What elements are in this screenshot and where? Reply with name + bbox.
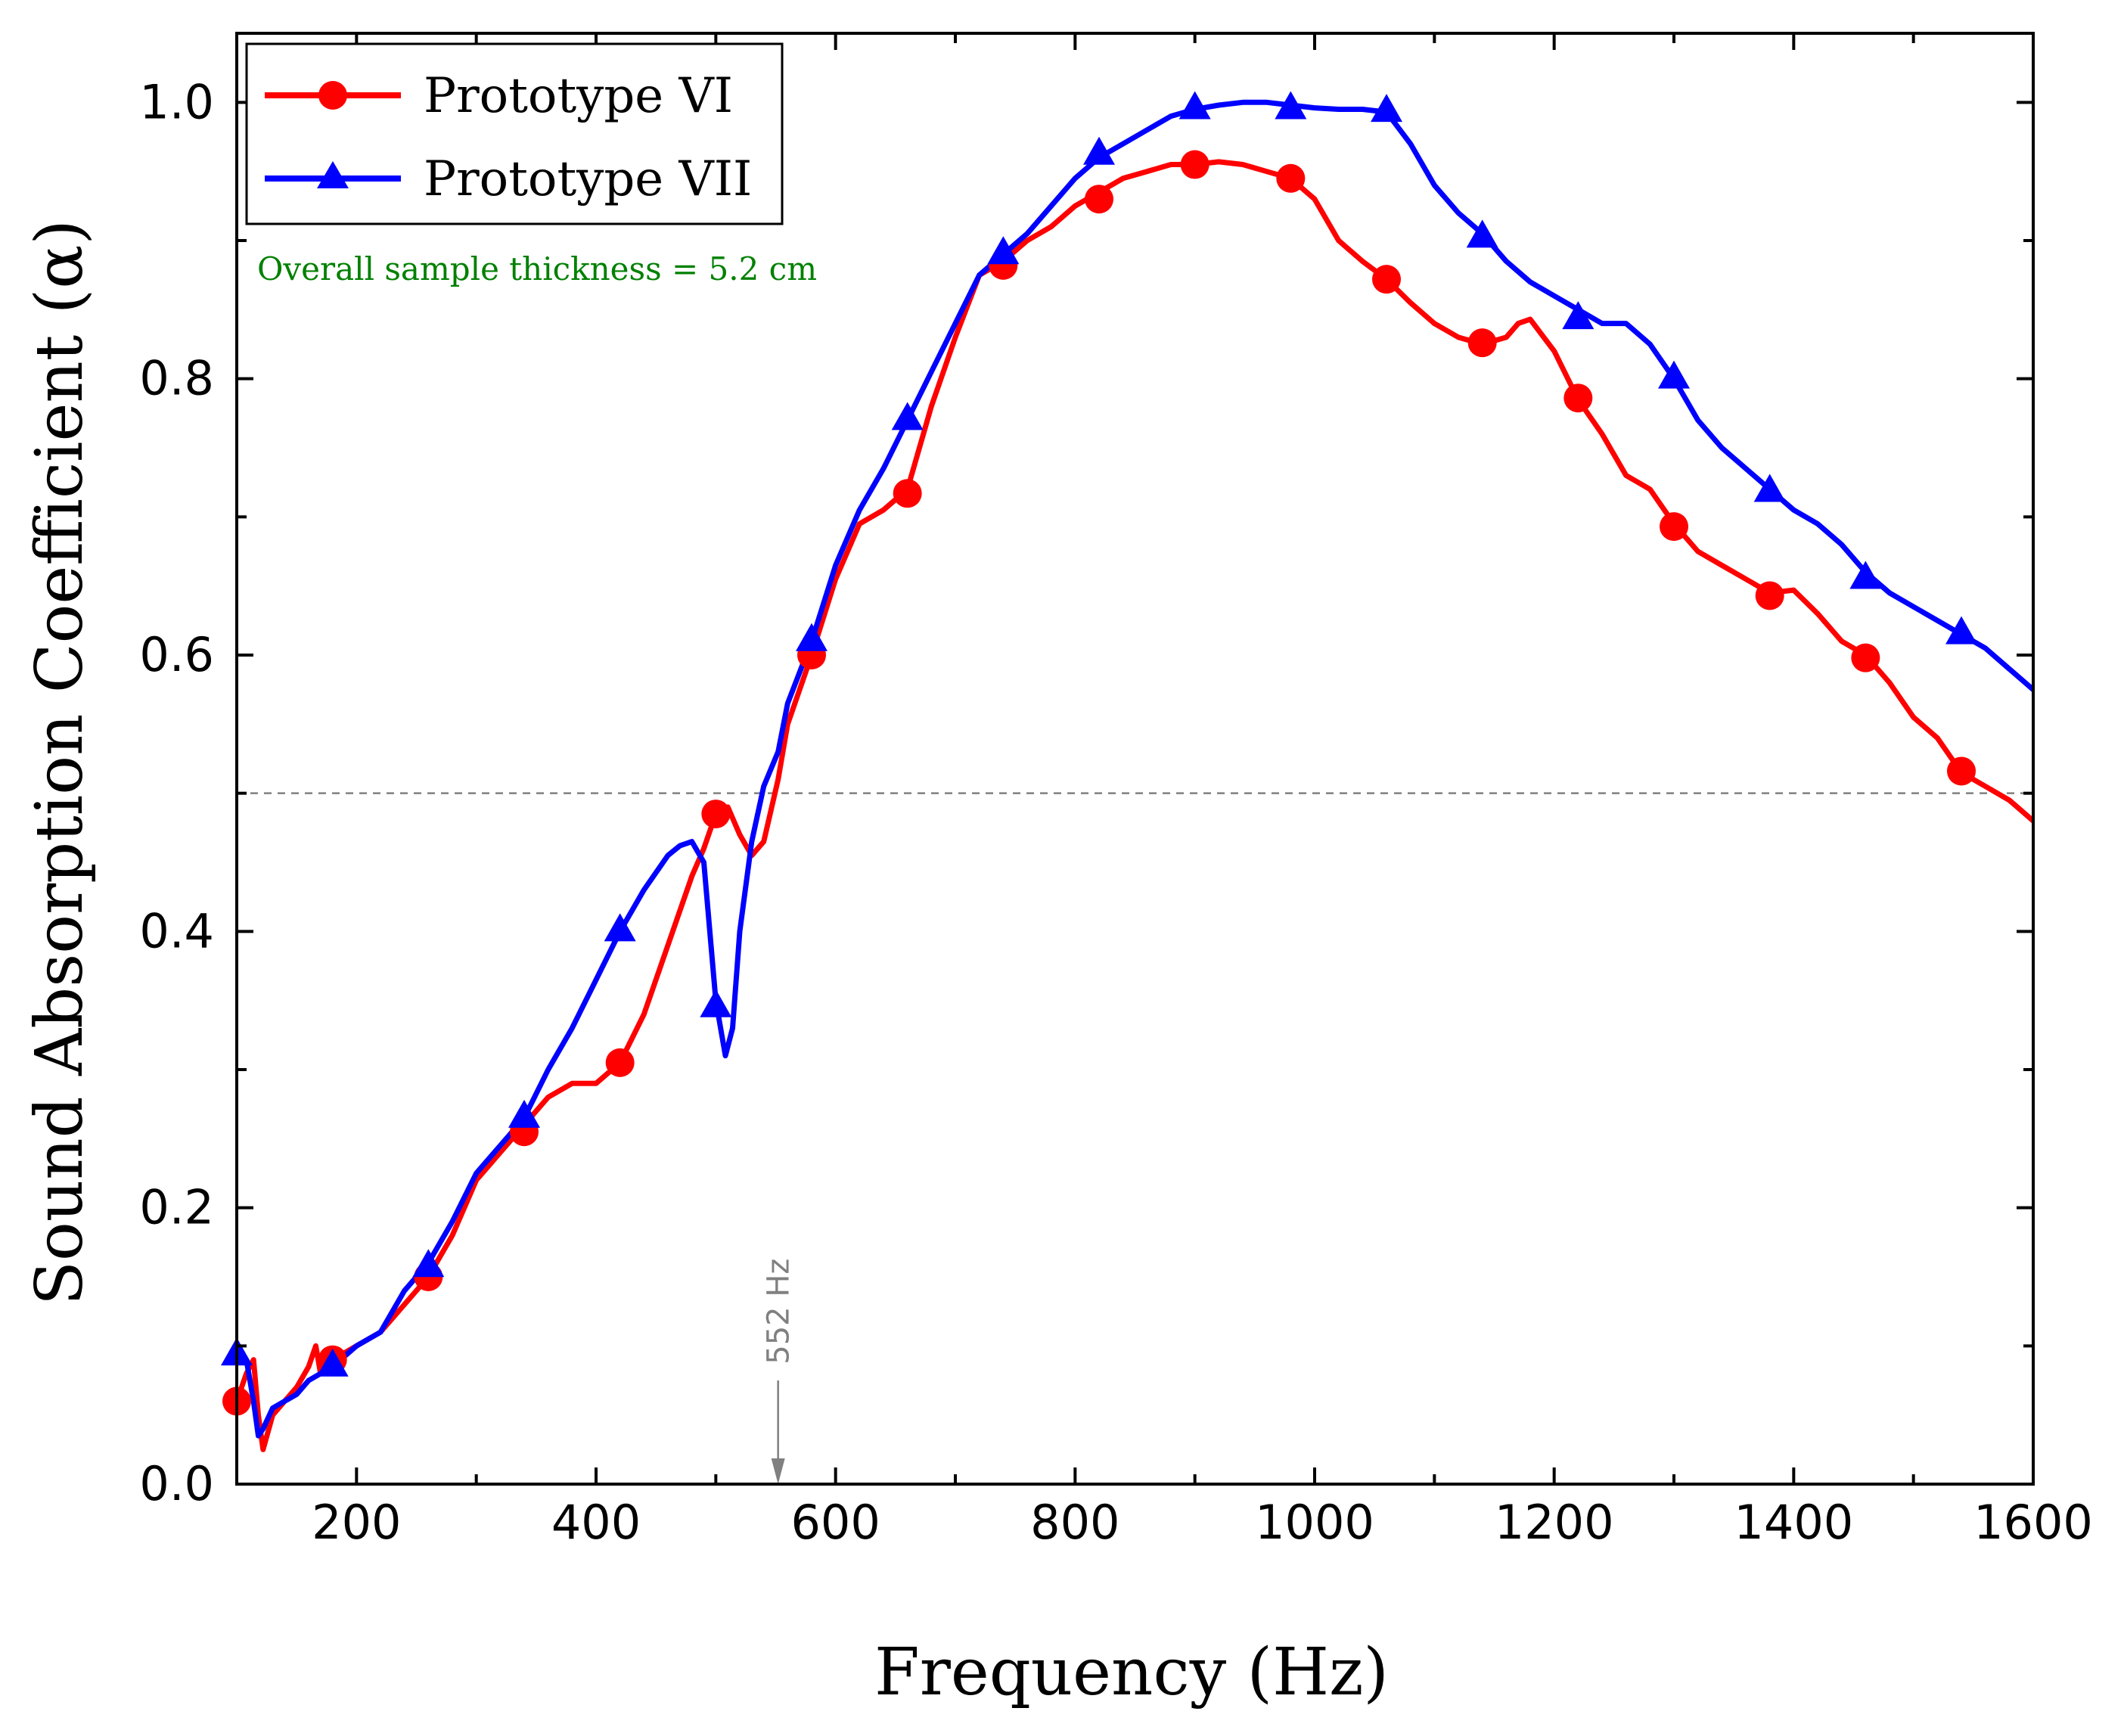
x-axis-title: Frequency (Hz) bbox=[874, 1635, 1389, 1710]
legend-marker-prototype-vi bbox=[318, 81, 347, 110]
marker-prototype-vii-3 bbox=[508, 1099, 540, 1128]
annotation-arrow-head bbox=[771, 1458, 785, 1484]
plot-area bbox=[237, 99, 2033, 1452]
x-tick-label-600: 600 bbox=[790, 1495, 880, 1550]
marker-prototype-vii-4 bbox=[604, 913, 636, 942]
marker-prototype-vi-10 bbox=[1180, 150, 1210, 179]
series-line-prototype-vii bbox=[237, 99, 2033, 1439]
x-tick-label-1400: 1400 bbox=[1734, 1495, 1853, 1550]
marker-prototype-vii-14 bbox=[1562, 301, 1595, 330]
legend-label-prototype-vi: Prototype VI bbox=[424, 68, 733, 124]
marker-prototype-vii-15 bbox=[1658, 360, 1690, 389]
legend-marker-prototype-vii bbox=[317, 161, 349, 188]
marker-prototype-vi-16 bbox=[1755, 581, 1784, 610]
x-tick-label-200: 200 bbox=[312, 1495, 401, 1550]
legend-label-prototype-vii: Prototype VII bbox=[424, 151, 752, 207]
plot-layer: 552 Hz bbox=[221, 91, 2033, 1484]
marker-prototype-vii-10 bbox=[1178, 91, 1211, 120]
marker-prototype-vii-18 bbox=[1945, 616, 1977, 644]
y-tick-label-5: 1.0 bbox=[139, 74, 214, 129]
y-tick-label-0: 0.0 bbox=[139, 1456, 214, 1511]
marker-prototype-vi-9 bbox=[1085, 185, 1113, 214]
marker-prototype-vii-9 bbox=[1083, 136, 1115, 165]
x-tick-label-1600: 1600 bbox=[1973, 1495, 2093, 1550]
marker-prototype-vii-16 bbox=[1753, 474, 1786, 502]
annotation-552hz-label: 552 Hz bbox=[762, 1259, 796, 1365]
marker-prototype-vii-13 bbox=[1466, 219, 1498, 248]
marker-prototype-vii-6 bbox=[796, 623, 828, 651]
marker-prototype-vii-11 bbox=[1275, 91, 1307, 120]
sample-thickness-annotation: Overall sample thickness = 5.2 cm bbox=[257, 250, 817, 287]
axes-frame bbox=[235, 32, 2035, 1486]
series-line-prototype-vi bbox=[237, 159, 2033, 1452]
y-tick-label-2: 0.4 bbox=[139, 903, 214, 958]
x-tick-label-400: 400 bbox=[551, 1495, 641, 1550]
marker-prototype-vi-12 bbox=[1372, 265, 1401, 294]
x-tick-label-800: 800 bbox=[1030, 1495, 1119, 1550]
marker-prototype-vi-17 bbox=[1851, 643, 1880, 672]
y-axis-title: Sound Absorption Coefficient (α) bbox=[22, 219, 98, 1306]
marker-prototype-vii-17 bbox=[1849, 561, 1882, 589]
y-tick-label-4: 0.8 bbox=[139, 351, 214, 406]
marker-prototype-vii-12 bbox=[1371, 94, 1402, 123]
marker-prototype-vi-4 bbox=[605, 1048, 635, 1077]
x-tick-label-1200: 1200 bbox=[1495, 1495, 1614, 1550]
marker-prototype-vi-7 bbox=[893, 479, 922, 508]
marker-prototype-vii-2 bbox=[412, 1249, 445, 1278]
marker-prototype-vii-5 bbox=[700, 989, 732, 1017]
y-tick-label-1: 0.2 bbox=[139, 1180, 214, 1235]
marker-prototype-vi-5 bbox=[701, 800, 731, 829]
x-tick-label-1000: 1000 bbox=[1255, 1495, 1374, 1550]
axes-layer: 200 400 600 800 1000 1200 1400 1600 0.0 0.2 0.4 0.6… bbox=[139, 32, 2093, 1550]
marker-prototype-vi-18 bbox=[1947, 756, 1976, 786]
marker-prototype-vi-11 bbox=[1276, 163, 1306, 193]
marker-prototype-vi-13 bbox=[1467, 328, 1497, 358]
marker-prototype-vi-15 bbox=[1660, 512, 1688, 542]
marker-prototype-vii-8 bbox=[987, 236, 1020, 265]
marker-prototype-vii-7 bbox=[891, 402, 924, 430]
legend: Prototype VI Prototype VII bbox=[245, 42, 784, 225]
y-tick-label-3: 0.6 bbox=[139, 627, 214, 682]
marker-prototype-vii-1 bbox=[316, 1348, 349, 1377]
marker-prototype-vi-14 bbox=[1564, 384, 1593, 413]
legend-box bbox=[245, 42, 784, 225]
